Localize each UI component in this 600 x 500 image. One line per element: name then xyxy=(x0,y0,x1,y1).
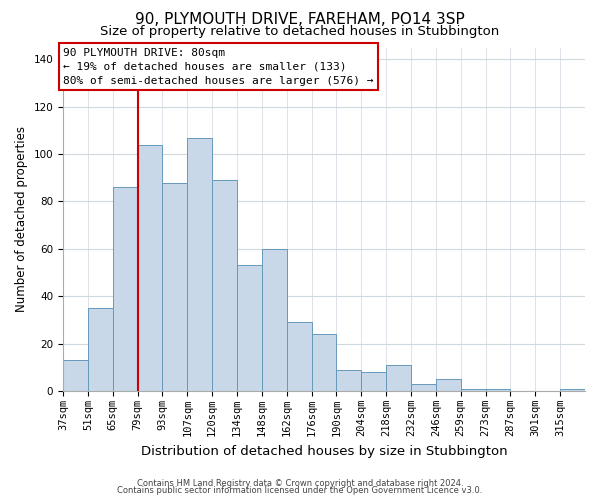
Bar xyxy=(485,388,511,391)
Bar xyxy=(411,384,436,391)
Bar xyxy=(88,308,113,391)
Y-axis label: Number of detached properties: Number of detached properties xyxy=(15,126,28,312)
Bar xyxy=(311,334,337,391)
Text: 90 PLYMOUTH DRIVE: 80sqm
← 19% of detached houses are smaller (133)
80% of semi-: 90 PLYMOUTH DRIVE: 80sqm ← 19% of detach… xyxy=(63,48,374,86)
Bar xyxy=(386,365,411,391)
Bar xyxy=(436,379,461,391)
Text: Contains HM Land Registry data © Crown copyright and database right 2024.: Contains HM Land Registry data © Crown c… xyxy=(137,478,463,488)
Text: 90, PLYMOUTH DRIVE, FAREHAM, PO14 3SP: 90, PLYMOUTH DRIVE, FAREHAM, PO14 3SP xyxy=(135,12,465,28)
Text: Size of property relative to detached houses in Stubbington: Size of property relative to detached ho… xyxy=(100,25,500,38)
Bar xyxy=(63,360,88,391)
Bar xyxy=(237,266,262,391)
Bar xyxy=(137,144,163,391)
Bar xyxy=(361,372,386,391)
Bar xyxy=(461,388,485,391)
Bar xyxy=(560,388,585,391)
Text: Contains public sector information licensed under the Open Government Licence v3: Contains public sector information licen… xyxy=(118,486,482,495)
Bar xyxy=(287,322,311,391)
Bar xyxy=(212,180,237,391)
X-axis label: Distribution of detached houses by size in Stubbington: Distribution of detached houses by size … xyxy=(141,444,508,458)
Bar xyxy=(113,188,137,391)
Bar xyxy=(187,138,212,391)
Bar xyxy=(337,370,361,391)
Bar xyxy=(163,182,187,391)
Bar xyxy=(262,249,287,391)
